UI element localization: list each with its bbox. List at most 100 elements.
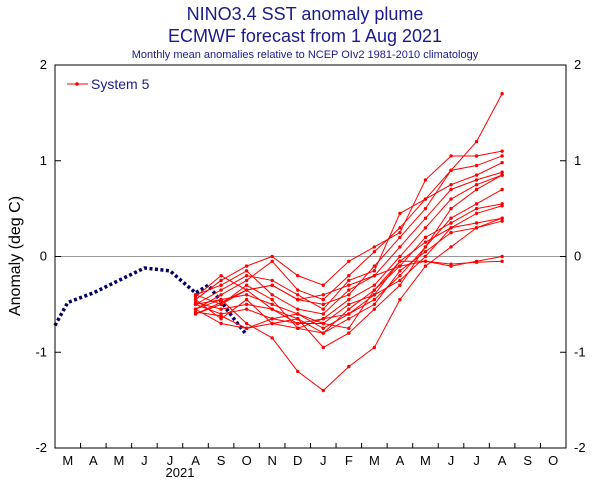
forecast-point [296,312,300,316]
forecast-point [474,163,479,168]
y-tick-label-left: 0 [40,249,47,264]
forecast-point [500,216,504,220]
forecast-point [270,307,274,311]
forecast-point [423,235,428,240]
forecast-point [423,226,428,230]
forecast-point [347,288,351,292]
x-tick-label: J [167,453,174,468]
forecast-point [219,307,223,311]
y-tick-label-left: -2 [35,440,47,455]
forecast-point [398,283,402,287]
forecast-point [474,139,479,144]
forecast-point [347,317,351,321]
forecast-point [372,245,377,249]
forecast-point [244,269,249,273]
forecast-point [347,297,351,302]
forecast-point [423,264,428,268]
forecast-point [270,293,274,297]
forecast-point [347,293,351,297]
forecast-series-layer [193,92,504,393]
forecast-point [449,226,453,230]
forecast-point [321,331,325,335]
x-tick-label: O [548,453,558,468]
forecast-point [244,264,249,268]
forecast-point [347,273,351,278]
forecast-point [423,254,428,259]
forecast-point [372,250,377,254]
forecast-point [423,240,428,244]
forecast-point [321,283,325,287]
forecast-point [321,302,325,307]
forecast-point [347,364,351,369]
forecast-point [474,206,479,211]
forecast-point [474,187,479,192]
forecast-point [398,254,402,259]
forecast-point [270,297,274,302]
forecast-point [296,317,300,321]
forecast-point [321,326,325,331]
forecast-point [423,245,428,249]
x-tick-label: O [242,453,252,468]
forecast-point [398,226,402,230]
forecast-point [193,310,198,314]
x-tick-label: J [473,453,480,468]
x-tick-label: A [498,453,507,468]
forecast-point [193,297,198,302]
forecast-point [372,288,377,292]
x-tick-label: N [267,453,276,468]
forecast-point [296,288,300,292]
forecast-point [423,206,428,211]
forecast-point [398,273,402,278]
y-tick-label-left: 2 [40,57,47,72]
y-tick-label-right: -2 [574,440,586,455]
forecast-member [193,216,504,393]
chart-caption: Monthly mean anomalies relative to NCEP … [132,49,479,61]
forecast-point [219,317,223,321]
year-label: 2021 [166,465,195,480]
forecast-point [449,187,453,192]
forecast-member [193,216,504,331]
observed-layer [53,266,249,337]
forecast-point [321,388,325,393]
chart-title: NINO3.4 SST anomaly plume [187,4,424,24]
forecast-point [500,173,504,177]
forecast-point [500,204,504,208]
forecast-point [321,317,325,321]
forecast-point [219,302,223,307]
forecast-point [372,283,377,287]
forecast-point [219,314,223,318]
x-tick-label: F [345,453,353,468]
forecast-point [347,278,351,283]
forecast-point [449,262,453,266]
forecast-point [296,326,300,331]
forecast-point [500,149,504,153]
forecast-point [270,278,274,283]
x-tick-label: J [448,453,455,468]
forecast-point [398,297,402,302]
forecast-point [423,250,428,254]
y-tick-label-right: 0 [574,249,581,264]
forecast-member [193,254,504,331]
forecast-point [193,302,198,307]
forecast-point [321,293,325,297]
forecast-point [500,219,504,223]
x-tick-label: J [141,453,148,468]
forecast-point [296,273,300,278]
forecast-point [500,92,504,96]
forecast-point [270,317,274,321]
y-tick-label-left: 1 [40,153,47,168]
forecast-point [321,297,325,302]
forecast-point [423,216,428,220]
forecast-point [347,331,351,335]
forecast-point [423,178,428,182]
forecast-point [270,283,274,287]
forecast-point [193,307,198,311]
forecast-member [193,149,504,302]
forecast-point [219,278,223,283]
forecast-point [474,226,479,230]
forecast-point [449,221,453,225]
forecast-point [244,273,249,278]
forecast-member [193,173,504,350]
forecast-point [398,235,402,240]
forecast-point [500,254,504,259]
